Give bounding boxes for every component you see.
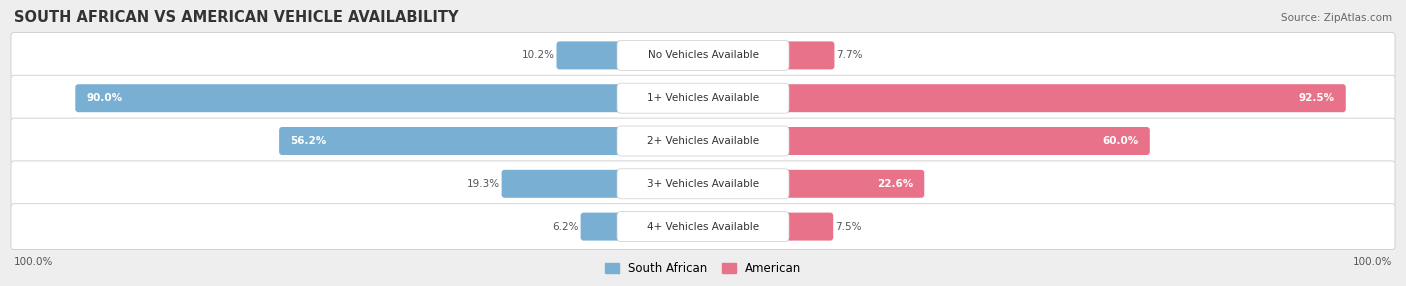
Text: SOUTH AFRICAN VS AMERICAN VEHICLE AVAILABILITY: SOUTH AFRICAN VS AMERICAN VEHICLE AVAILA… xyxy=(14,11,458,25)
Text: 56.2%: 56.2% xyxy=(290,136,326,146)
FancyBboxPatch shape xyxy=(617,83,789,113)
Text: 2+ Vehicles Available: 2+ Vehicles Available xyxy=(647,136,759,146)
Text: 7.5%: 7.5% xyxy=(835,222,862,232)
Text: 1+ Vehicles Available: 1+ Vehicles Available xyxy=(647,93,759,103)
Text: 19.3%: 19.3% xyxy=(467,179,499,189)
Legend: South African, American: South African, American xyxy=(600,258,806,280)
FancyBboxPatch shape xyxy=(76,84,630,112)
FancyBboxPatch shape xyxy=(11,75,1395,121)
FancyBboxPatch shape xyxy=(581,212,630,241)
Text: 60.0%: 60.0% xyxy=(1102,136,1139,146)
Text: Source: ZipAtlas.com: Source: ZipAtlas.com xyxy=(1281,13,1392,23)
Text: 4+ Vehicles Available: 4+ Vehicles Available xyxy=(647,222,759,232)
FancyBboxPatch shape xyxy=(11,118,1395,164)
FancyBboxPatch shape xyxy=(502,170,630,198)
Text: 3+ Vehicles Available: 3+ Vehicles Available xyxy=(647,179,759,189)
FancyBboxPatch shape xyxy=(617,169,789,199)
Text: 10.2%: 10.2% xyxy=(522,50,554,60)
Text: 7.7%: 7.7% xyxy=(837,50,863,60)
Text: 22.6%: 22.6% xyxy=(877,179,914,189)
Text: 100.0%: 100.0% xyxy=(1353,257,1392,267)
FancyBboxPatch shape xyxy=(776,84,1346,112)
Text: 90.0%: 90.0% xyxy=(86,93,122,103)
FancyBboxPatch shape xyxy=(617,212,789,242)
FancyBboxPatch shape xyxy=(557,41,630,69)
Text: 92.5%: 92.5% xyxy=(1299,93,1334,103)
FancyBboxPatch shape xyxy=(617,126,789,156)
FancyBboxPatch shape xyxy=(11,33,1395,78)
Text: 6.2%: 6.2% xyxy=(553,222,579,232)
Text: No Vehicles Available: No Vehicles Available xyxy=(648,50,758,60)
FancyBboxPatch shape xyxy=(617,40,789,70)
FancyBboxPatch shape xyxy=(776,127,1150,155)
FancyBboxPatch shape xyxy=(776,41,834,69)
FancyBboxPatch shape xyxy=(280,127,630,155)
FancyBboxPatch shape xyxy=(11,161,1395,207)
FancyBboxPatch shape xyxy=(776,212,834,241)
FancyBboxPatch shape xyxy=(11,204,1395,249)
Text: 100.0%: 100.0% xyxy=(14,257,53,267)
FancyBboxPatch shape xyxy=(776,170,924,198)
